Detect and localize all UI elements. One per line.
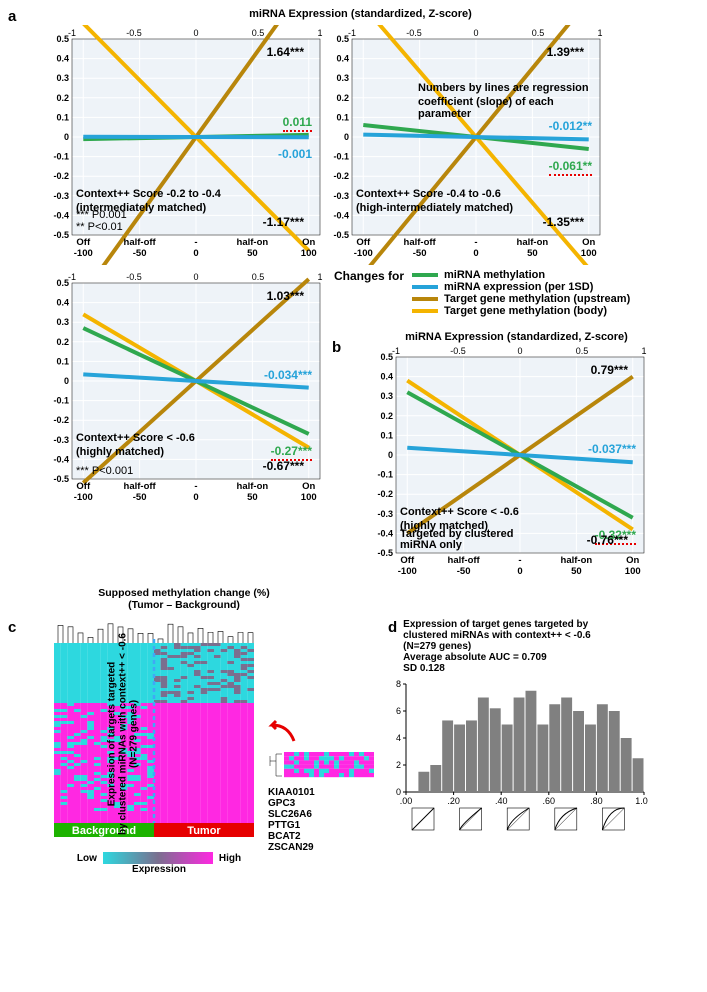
legend-item: Target gene methylation (upstream) — [412, 293, 630, 305]
svg-text:0.1: 0.1 — [56, 356, 69, 366]
svg-text:0.3: 0.3 — [56, 317, 69, 327]
plot-a1: -0.5-0.4-0.3-0.2-0.100.10.20.30.40.5-1-0… — [44, 25, 324, 265]
svg-text:0.1: 0.1 — [380, 430, 393, 440]
svg-text:-0.4: -0.4 — [377, 528, 393, 538]
histogram: 02468.00.20.40.60.801.00 — [388, 680, 699, 851]
svg-text:0.1: 0.1 — [336, 112, 349, 122]
svg-text:-0.2: -0.2 — [53, 415, 69, 425]
svg-text:-0.5: -0.5 — [126, 28, 142, 38]
legend-title: Changes for — [334, 269, 404, 283]
svg-text:1: 1 — [597, 28, 602, 38]
svg-text:-0.2: -0.2 — [333, 171, 349, 181]
svg-text:1: 1 — [317, 272, 322, 282]
svg-text:0.2: 0.2 — [380, 411, 393, 421]
svg-text:-0.5: -0.5 — [406, 28, 422, 38]
svg-text:-0.1: -0.1 — [53, 396, 69, 406]
legend-item: miRNA methylation — [412, 269, 630, 281]
panel-b-letter: b — [332, 339, 341, 356]
svg-text:0.2: 0.2 — [56, 93, 69, 103]
svg-text:0.4: 0.4 — [56, 298, 69, 308]
plot-b: -0.5-0.4-0.3-0.2-0.100.10.20.30.40.5-1-0… — [368, 343, 648, 583]
svg-text:-0.4: -0.4 — [53, 454, 69, 464]
svg-text:0.1: 0.1 — [56, 112, 69, 122]
svg-text:-1: -1 — [392, 346, 400, 356]
svg-text:-0.3: -0.3 — [377, 509, 393, 519]
svg-text:-0.4: -0.4 — [53, 210, 69, 220]
svg-text:0: 0 — [64, 376, 69, 386]
svg-text:.40: .40 — [495, 796, 508, 806]
svg-text:8: 8 — [396, 680, 401, 689]
svg-text:1: 1 — [641, 346, 646, 356]
panel-a-top-title: miRNA Expression (standardized, Z-score) — [22, 8, 699, 20]
svg-text:6: 6 — [396, 706, 401, 716]
svg-text:0.3: 0.3 — [336, 73, 349, 83]
panel-c-letter: c — [8, 619, 22, 875]
gene-label: ZSCAN29 — [268, 842, 384, 853]
svg-text:-0.4: -0.4 — [333, 210, 349, 220]
svg-text:0: 0 — [388, 450, 393, 460]
plot-a3: -0.5-0.4-0.3-0.2-0.100.10.20.30.40.5-1-0… — [44, 269, 324, 583]
gene-label: GPC3 — [268, 798, 384, 809]
svg-text:0.4: 0.4 — [336, 54, 349, 64]
svg-text:-0.3: -0.3 — [53, 435, 69, 445]
gene-label: SLC26A6 — [268, 809, 384, 820]
svg-text:-0.2: -0.2 — [53, 171, 69, 181]
x-axis-title-2: (Tumor – Background) — [44, 599, 324, 611]
svg-text:-0.1: -0.1 — [333, 152, 349, 162]
svg-text:-0.2: -0.2 — [377, 489, 393, 499]
svg-text:-0.5: -0.5 — [450, 346, 466, 356]
svg-text:0.2: 0.2 — [56, 337, 69, 347]
svg-text:0.5: 0.5 — [532, 28, 545, 38]
svg-text:.20: .20 — [447, 796, 460, 806]
plot-a2: -0.5-0.4-0.3-0.2-0.100.10.20.30.40.5-1-0… — [324, 25, 604, 265]
svg-text:1: 1 — [317, 28, 322, 38]
svg-text:0: 0 — [473, 28, 478, 38]
svg-text:0.2: 0.2 — [336, 93, 349, 103]
svg-text:-0.1: -0.1 — [53, 152, 69, 162]
panel-d-letter: d — [388, 619, 397, 674]
panel-b-top-title: miRNA Expression (standardized, Z-score) — [334, 331, 699, 343]
mini-heatmap — [268, 752, 384, 785]
x-axis-title-1: Supposed methylation change (%) — [44, 587, 324, 599]
gene-label: KIAA0101 — [268, 787, 384, 798]
svg-text:0.3: 0.3 — [56, 73, 69, 83]
svg-text:0: 0 — [193, 272, 198, 282]
svg-text:0: 0 — [517, 346, 522, 356]
svg-text:4: 4 — [396, 733, 401, 743]
callout-arrow-icon — [268, 719, 300, 747]
svg-text:-1: -1 — [68, 272, 76, 282]
legend-item: miRNA expression (per 1SD) — [412, 281, 630, 293]
svg-text:-0.5: -0.5 — [126, 272, 142, 282]
gene-label: BCAT2 — [268, 831, 384, 842]
svg-text:-0.3: -0.3 — [333, 191, 349, 201]
heatmap: BackgroundTumorLowHighExpression — [54, 619, 264, 875]
svg-text:0.4: 0.4 — [380, 372, 393, 382]
svg-text:1.00: 1.00 — [635, 796, 648, 806]
svg-text:.00: .00 — [400, 796, 413, 806]
svg-text:0.4: 0.4 — [56, 54, 69, 64]
svg-text:0: 0 — [193, 28, 198, 38]
svg-text:0.5: 0.5 — [252, 28, 265, 38]
svg-text:0.3: 0.3 — [380, 391, 393, 401]
panel-a-letter: a — [8, 8, 22, 25]
svg-text:2: 2 — [396, 760, 401, 770]
svg-text:.60: .60 — [543, 796, 556, 806]
svg-text:-1: -1 — [68, 28, 76, 38]
svg-text:-0.1: -0.1 — [377, 470, 393, 480]
legend-item: Target gene methylation (body) — [412, 305, 630, 317]
svg-text:.80: .80 — [590, 796, 603, 806]
svg-text:0: 0 — [344, 132, 349, 142]
svg-text:Tumor: Tumor — [187, 825, 221, 837]
svg-text:0: 0 — [64, 132, 69, 142]
legend-box: miRNA methylationmiRNA expression (per 1… — [412, 269, 630, 317]
svg-text:-0.3: -0.3 — [53, 191, 69, 201]
svg-text:0.5: 0.5 — [252, 272, 265, 282]
svg-text:0.5: 0.5 — [576, 346, 589, 356]
svg-text:-1: -1 — [348, 28, 356, 38]
gene-label: PTTG1 — [268, 820, 384, 831]
